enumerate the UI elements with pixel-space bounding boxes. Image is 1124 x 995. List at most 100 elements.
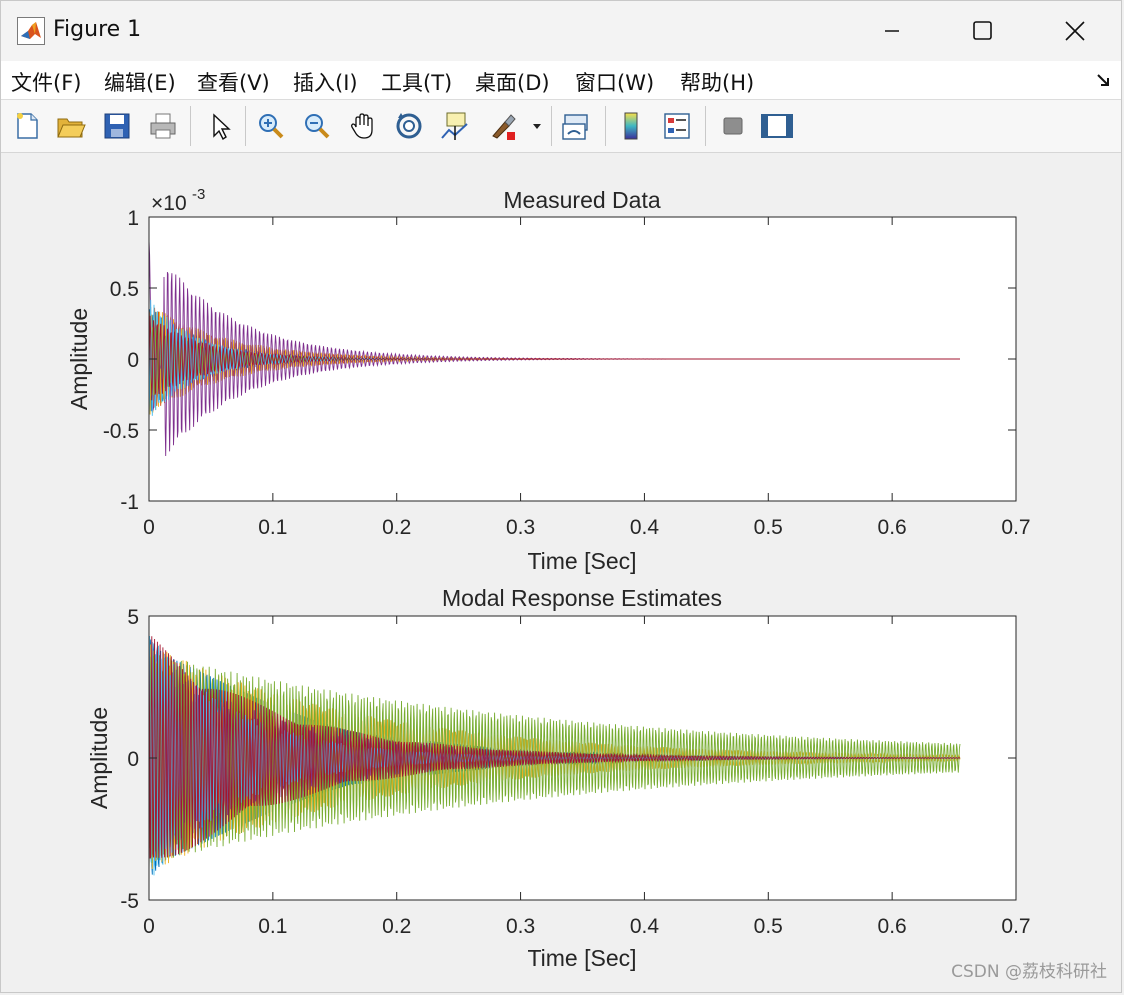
rotate-3d-button[interactable] (391, 108, 427, 144)
matlab-logo-icon (17, 17, 45, 45)
minimize-button[interactable] (846, 1, 938, 61)
zoom-out-icon (305, 114, 330, 139)
chevron-down-icon (533, 124, 541, 129)
y-tick-label: -0.5 (103, 420, 139, 443)
print-icon (150, 113, 176, 139)
menu-insert[interactable]: 插入(I) (293, 71, 358, 95)
edit-plot-button[interactable] (201, 108, 237, 144)
pan-button[interactable] (345, 108, 381, 144)
x-tick-label: 0 (143, 516, 155, 539)
menu-tools[interactable]: 工具(T) (381, 71, 453, 95)
save-button[interactable] (99, 108, 135, 144)
toolbar-separator (245, 106, 246, 146)
title-bar: Figure 1 (1, 1, 1121, 61)
x-tick-label: 0.4 (630, 915, 660, 938)
menu-window[interactable]: 窗口(W) (575, 71, 655, 95)
open-file-button[interactable] (53, 108, 89, 144)
exponent-power: -3 (192, 186, 205, 203)
figure-canvas[interactable]: 0 0.1 0.2 0.3 0.4 0.5 0.6 0.7 -1 -0.5 0 0.5 1 Measur… (1, 153, 1121, 992)
legend-icon (664, 113, 690, 139)
x-tick-label: 0.3 (506, 516, 535, 539)
new-figure-icon (17, 113, 38, 139)
menu-help[interactable]: 帮助(H) (680, 71, 755, 95)
y-tick-label: 0 (127, 748, 139, 771)
x-tick-label: 0.7 (1001, 516, 1030, 539)
close-icon (1065, 21, 1085, 41)
axes-measured-data[interactable]: 0 0.1 0.2 0.3 0.4 0.5 0.6 0.7 -1 -0.5 0 0.5 1 Measur… (66, 186, 1031, 574)
minimize-icon (885, 30, 899, 32)
maximize-icon (973, 21, 992, 40)
edit-plot-arrow-icon (213, 113, 231, 141)
y-tick-label: -1 (120, 491, 139, 514)
toolbar-separator (705, 106, 706, 146)
watermark: CSDN @荔枝科研社 (951, 962, 1107, 982)
save-icon (104, 113, 130, 139)
pan-hand-icon (351, 113, 373, 139)
link-plot-button[interactable] (559, 108, 595, 144)
print-button[interactable] (145, 108, 181, 144)
hide-plot-tools-icon (723, 117, 743, 135)
insert-legend-button[interactable] (659, 108, 695, 144)
x-tick-label: 0.1 (258, 516, 287, 539)
colorbar-icon (624, 112, 638, 140)
chart-title: Measured Data (503, 187, 660, 213)
x-axis-label: Time [Sec] (527, 548, 636, 574)
tick-group: 0 0.1 0.2 0.3 0.4 0.5 0.6 0.7 -1 -0.5 0 0.5 1 (103, 207, 1031, 539)
zoom-in-button[interactable] (253, 108, 289, 144)
menu-view[interactable]: 查看(V) (197, 71, 270, 95)
new-figure-button[interactable] (9, 108, 45, 144)
x-tick-label: 0.1 (258, 915, 287, 938)
y-tick-label: 0 (127, 349, 139, 372)
axes-modal-response[interactable]: 0 0.1 0.2 0.3 0.4 0.5 0.6 0.7-505 Modal Respons… (86, 585, 1031, 971)
chart-title: Modal Response Estimates (442, 585, 722, 611)
menu-desktop[interactable]: 桌面(D) (475, 71, 550, 95)
plots-svg: 0 0.1 0.2 0.3 0.4 0.5 0.6 0.7 -1 -0.5 0 0.5 1 Measur… (66, 186, 1031, 971)
show-plot-tools-button[interactable] (759, 108, 795, 144)
rotate-3d-icon (396, 113, 422, 139)
series-group (148, 240, 960, 457)
y-tick-label: 5 (127, 606, 139, 629)
y-tick-label: 0.5 (110, 278, 139, 301)
x-axis-label: Time [Sec] (527, 945, 636, 971)
figure-toolbar (1, 100, 1121, 153)
series-line (148, 633, 961, 859)
zoom-out-button[interactable] (299, 108, 335, 144)
toolbar-separator (551, 106, 552, 146)
y-axis-label: Amplitude (86, 707, 112, 809)
y-tick-label: 1 (127, 207, 139, 230)
series-line (148, 315, 960, 401)
y-tick-label: -5 (120, 890, 139, 913)
data-cursor-button[interactable] (437, 108, 473, 144)
link-plot-icon (562, 114, 588, 140)
x-tick-label: 0.4 (630, 516, 660, 539)
y-axis-label: Amplitude (66, 308, 92, 410)
show-plot-tools-icon (761, 114, 793, 138)
series-group (148, 633, 961, 879)
dock-figure-icon[interactable] (1095, 71, 1113, 89)
close-button[interactable] (1029, 1, 1121, 61)
brush-icon (492, 114, 516, 140)
zoom-in-icon (259, 114, 284, 139)
x-tick-label: 0.7 (1001, 915, 1030, 938)
maximize-button[interactable] (937, 1, 1029, 61)
menu-edit[interactable]: 编辑(E) (104, 71, 176, 95)
data-cursor-icon (441, 112, 468, 140)
x-tick-label: 0.2 (382, 516, 411, 539)
brush-button[interactable] (485, 108, 521, 144)
exponent-label: ×10 (151, 192, 187, 215)
window-title: Figure 1 (53, 17, 142, 42)
x-tick-label: 0 (143, 915, 155, 938)
insert-colorbar-button[interactable] (613, 108, 649, 144)
brush-dropdown[interactable] (527, 108, 547, 144)
hide-plot-tools-button[interactable] (715, 108, 751, 144)
open-file-icon (57, 118, 86, 138)
x-tick-label: 0.5 (754, 516, 783, 539)
tick-group: 0 0.1 0.2 0.3 0.4 0.5 0.6 0.7-505 (120, 606, 1030, 938)
menu-bar: 文件(F) 编辑(E) 查看(V) 插入(I) 工具(T) 桌面(D) 窗口(W… (1, 61, 1121, 100)
menu-file[interactable]: 文件(F) (11, 71, 82, 95)
x-tick-label: 0.3 (506, 915, 535, 938)
toolbar-separator (190, 106, 191, 146)
x-tick-label: 0.6 (878, 516, 907, 539)
x-tick-label: 0.6 (878, 915, 907, 938)
